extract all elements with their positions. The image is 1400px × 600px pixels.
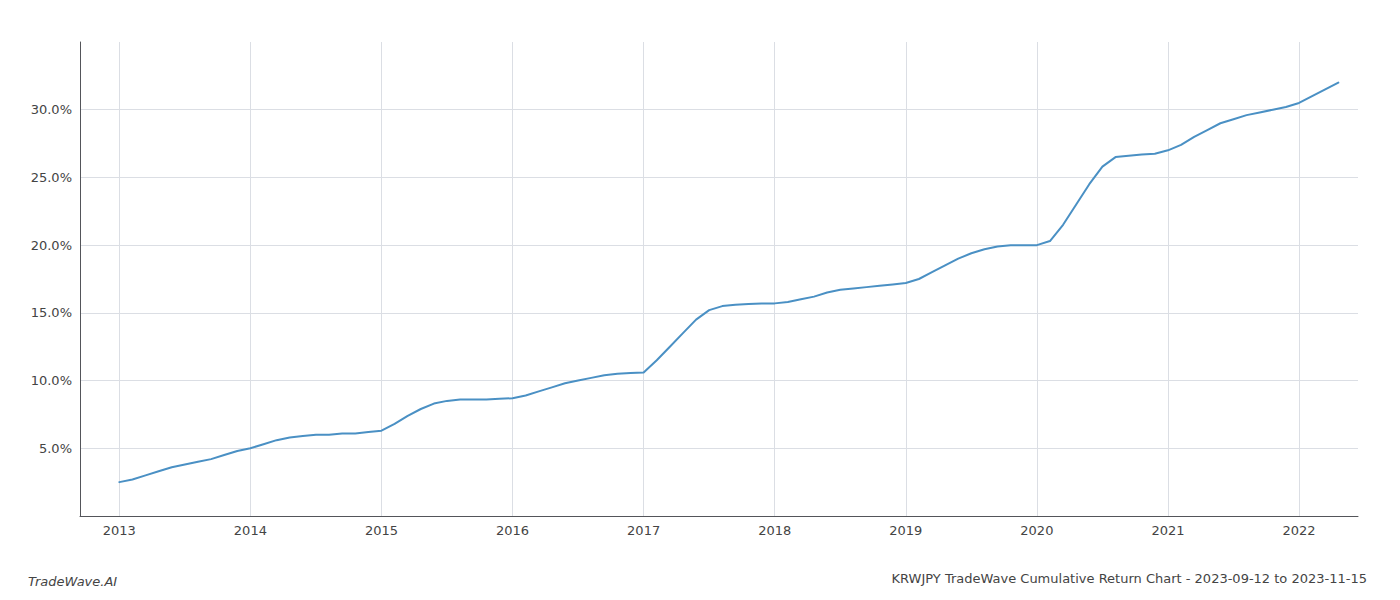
svg-text:2022: 2022: [1282, 523, 1315, 538]
svg-text:2018: 2018: [758, 523, 791, 538]
svg-text:30.0%: 30.0%: [31, 102, 72, 117]
svg-text:2013: 2013: [103, 523, 136, 538]
svg-text:10.0%: 10.0%: [31, 373, 72, 388]
svg-text:2017: 2017: [627, 523, 660, 538]
svg-text:20.0%: 20.0%: [31, 238, 72, 253]
svg-text:2020: 2020: [1020, 523, 1053, 538]
svg-text:2014: 2014: [234, 523, 267, 538]
svg-text:TradeWave.AI: TradeWave.AI: [28, 574, 117, 589]
svg-text:2015: 2015: [365, 523, 398, 538]
svg-text:2021: 2021: [1151, 523, 1184, 538]
svg-text:2019: 2019: [889, 523, 922, 538]
svg-text:25.0%: 25.0%: [31, 170, 72, 185]
svg-text:5.0%: 5.0%: [39, 441, 72, 456]
svg-text:KRWJPY TradeWave Cumulative Re: KRWJPY TradeWave Cumulative Return Chart…: [892, 571, 1367, 586]
svg-text:2016: 2016: [496, 523, 529, 538]
svg-text:15.0%: 15.0%: [31, 305, 72, 320]
